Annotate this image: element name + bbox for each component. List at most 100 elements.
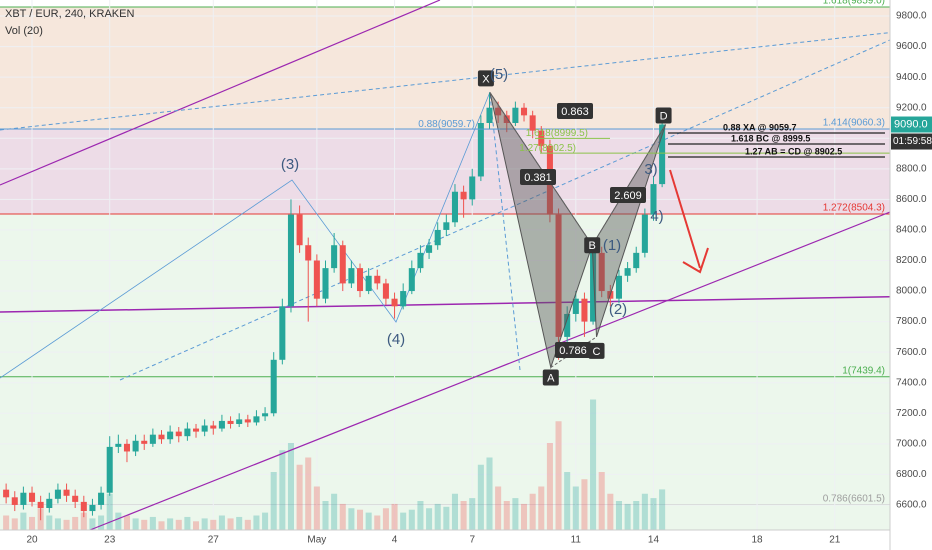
pattern-note: 0.88 XA @ 9059.7 [723, 122, 797, 132]
time-axis [0, 530, 890, 550]
pattern-point-box [588, 342, 605, 359]
volume-bar [434, 503, 441, 530]
volume-bar [348, 508, 355, 530]
candle-body [426, 245, 433, 253]
x-tick-label: 27 [208, 535, 220, 546]
fib-label: 1.618(9859.0) [823, 0, 885, 7]
volume-bar [391, 503, 398, 530]
dashed-line [119, 39, 891, 381]
candle-body [615, 275, 622, 299]
volume-bar [132, 518, 139, 530]
harmonic-ratio-line [489, 92, 667, 247]
candle-body [63, 489, 70, 496]
y-tick-label: 9600.0 [896, 41, 927, 52]
wave-label: (3) [281, 156, 299, 173]
candle-body [37, 501, 44, 508]
candle-body [512, 107, 519, 123]
volume-label: Vol (20) [5, 25, 43, 37]
candle-body [521, 107, 528, 116]
volume-bar [564, 472, 571, 530]
x-tick-label: 4 [392, 535, 398, 546]
candle-body [279, 306, 286, 360]
candle-body [659, 124, 666, 185]
candle-body [141, 440, 148, 444]
volume-bar [624, 503, 631, 530]
volume-bar [158, 521, 165, 530]
y-tick-label: 9200.0 [896, 102, 927, 113]
candle-body [443, 222, 450, 230]
candle-body [460, 191, 467, 200]
volume-bar [486, 457, 493, 530]
dashed-line [0, 27, 932, 131]
candle-body [184, 428, 191, 437]
pattern-point-box [542, 369, 559, 386]
x-tick-label: 11 [571, 535, 582, 546]
volume-bar [287, 443, 294, 530]
volume-bar [210, 519, 217, 530]
fib-zone [0, 214, 890, 530]
candle-body [555, 214, 562, 337]
candle-body [193, 428, 200, 432]
volume-bar [382, 508, 389, 530]
volume-bar [11, 518, 18, 530]
candle-body [434, 229, 441, 246]
volume-bar [270, 472, 277, 530]
volume-bar [538, 486, 545, 530]
volume-bar [503, 501, 510, 530]
candle-body [253, 416, 260, 423]
pattern-ratio: 0.786 [559, 345, 587, 357]
candle-body [167, 431, 174, 440]
volume-bar [590, 399, 597, 530]
volume-bar [227, 518, 234, 530]
volume-bar [546, 443, 553, 530]
y-tick-label: 7800.0 [896, 316, 927, 327]
volume-bar [201, 518, 208, 530]
trend-line [0, 295, 932, 313]
pattern-note: 1.27 AB = CD @ 8902.5 [745, 146, 842, 156]
candle-body [641, 214, 648, 253]
candle-body [477, 122, 484, 177]
candle-body [322, 268, 329, 299]
volume-bar [63, 519, 70, 530]
y-tick-label: 8800.0 [896, 163, 927, 174]
candle-body [296, 214, 303, 246]
candle-body [365, 275, 372, 292]
x-tick-label: 7 [469, 535, 475, 546]
candle-body [262, 413, 269, 417]
volume-bar [244, 519, 251, 530]
candle-body [451, 191, 458, 223]
volume-bar [218, 515, 225, 530]
volume-bar [296, 464, 303, 530]
fib-label: 1.414(9060.3) [823, 118, 885, 129]
y-tick-label: 9400.0 [896, 72, 927, 83]
volume-bar [236, 516, 243, 530]
candle-body [650, 184, 657, 215]
fib-label: 1(7439.4) [842, 365, 885, 376]
pattern-level-label: 0.88(9059.7) [418, 119, 475, 130]
wave-label: (4) [387, 331, 405, 348]
volume-bar [115, 512, 122, 530]
candle-body [572, 298, 579, 314]
last-price: 9090.0 [894, 118, 928, 130]
volume-bar [460, 501, 467, 530]
volume-bar [313, 486, 320, 530]
volume-bar [54, 518, 61, 530]
volume-bar [426, 508, 433, 530]
candle-body [149, 434, 156, 444]
x-tick-label: May [307, 535, 326, 546]
candle-body [495, 107, 502, 116]
candle-body [624, 268, 631, 276]
candle-body [158, 434, 165, 440]
wave-label: 3) [644, 161, 657, 178]
candle-body [218, 420, 225, 429]
candle-body [313, 260, 320, 299]
candle-body [210, 425, 217, 429]
candle-body [175, 431, 182, 437]
candle-body [80, 501, 87, 512]
y-tick-label: 7600.0 [896, 347, 927, 358]
candle-body [29, 492, 36, 502]
candle-body [469, 176, 476, 200]
candle-body [339, 245, 346, 284]
volume-bar [495, 486, 502, 530]
